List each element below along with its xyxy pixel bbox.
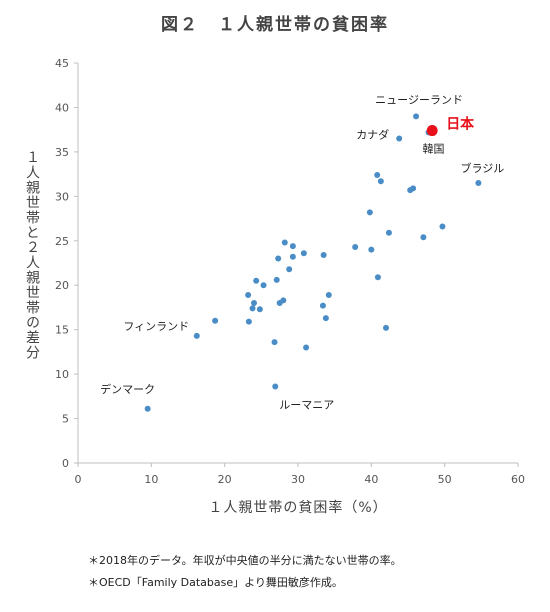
data-point <box>251 300 257 306</box>
data-point <box>256 306 263 313</box>
point-label: ルーマニア <box>279 399 334 412</box>
point-label: フィンランド <box>123 320 189 333</box>
y-tick-label: 40 <box>55 101 69 114</box>
data-points <box>144 113 482 412</box>
data-point <box>253 277 260 284</box>
point-label: カナダ <box>356 128 389 142</box>
data-point <box>320 252 327 258</box>
tick-labels: 0 10 20 30 40 50 60 0 5 10 15 20 25 30 35 40 45 <box>55 57 525 486</box>
y-tick-label: 35 <box>55 146 69 159</box>
x-tick-label: 20 <box>218 473 232 486</box>
data-point <box>352 244 359 250</box>
x-tick-label: 10 <box>144 473 158 486</box>
data-point <box>374 274 381 281</box>
data-point <box>281 239 288 246</box>
data-point <box>366 209 373 216</box>
data-point <box>272 383 279 390</box>
data-point <box>377 178 384 185</box>
data-point <box>396 135 403 142</box>
y-axis-label: １人親世帯と２人親世帯の差分 <box>24 150 40 360</box>
data-point <box>325 292 332 298</box>
data-point <box>249 305 256 312</box>
data-point <box>212 317 219 324</box>
data-point <box>383 324 389 331</box>
y-tick-label: 0 <box>62 457 69 470</box>
y-tick-label: 25 <box>55 235 69 248</box>
data-point <box>193 332 200 339</box>
point-japan <box>426 125 438 137</box>
data-point <box>319 302 326 309</box>
point-label: デンマーク <box>100 382 155 396</box>
data-point <box>385 229 392 236</box>
x-tick-label: 30 <box>291 473 305 486</box>
data-point <box>322 315 329 322</box>
data-point <box>289 253 296 260</box>
point-label: 韓国 <box>423 142 445 155</box>
point-label: 日本 <box>446 116 475 133</box>
footnote-data-year: ＊2018年のデータ。年収が中央値の半分に満たない世帯の率。 <box>88 554 402 567</box>
data-point <box>273 276 280 283</box>
data-point <box>410 185 417 192</box>
data-point <box>280 297 287 304</box>
x-tick-label: 0 <box>75 473 82 486</box>
y-tick-label: 45 <box>55 57 69 70</box>
y-tick-label: 20 <box>55 279 69 292</box>
data-point <box>144 405 151 412</box>
y-tick-label: 10 <box>55 368 69 381</box>
data-point <box>271 339 278 346</box>
data-point <box>275 255 282 262</box>
x-tick-label: 60 <box>511 473 525 486</box>
data-point <box>300 250 307 257</box>
data-point <box>289 243 296 250</box>
data-point <box>245 318 252 325</box>
chart-title: 図２ １人親世帯の貧困率 <box>161 15 389 35</box>
y-tick-label: 30 <box>55 190 69 203</box>
y-tick-label: 5 <box>62 413 69 426</box>
data-point <box>303 344 310 351</box>
x-axis-label: １人親世帯の貧困率（%） <box>208 500 388 516</box>
data-point <box>420 234 427 241</box>
point-label: ブラジル <box>461 161 505 175</box>
point-label: ニュージーランド <box>375 93 463 106</box>
data-point <box>286 266 293 273</box>
footnote-source: ＊OECD「Family Database」より舞田敏彦作成。 <box>88 576 343 589</box>
axes <box>74 62 519 467</box>
data-point <box>374 172 381 178</box>
data-point <box>245 292 252 298</box>
data-point <box>439 223 446 230</box>
data-point <box>413 113 420 120</box>
data-point <box>475 180 482 186</box>
data-point <box>260 282 267 289</box>
y-tick-label: 15 <box>55 324 69 337</box>
x-tick-label: 40 <box>364 473 378 486</box>
x-tick-label: 50 <box>438 473 452 486</box>
data-point <box>368 246 375 253</box>
